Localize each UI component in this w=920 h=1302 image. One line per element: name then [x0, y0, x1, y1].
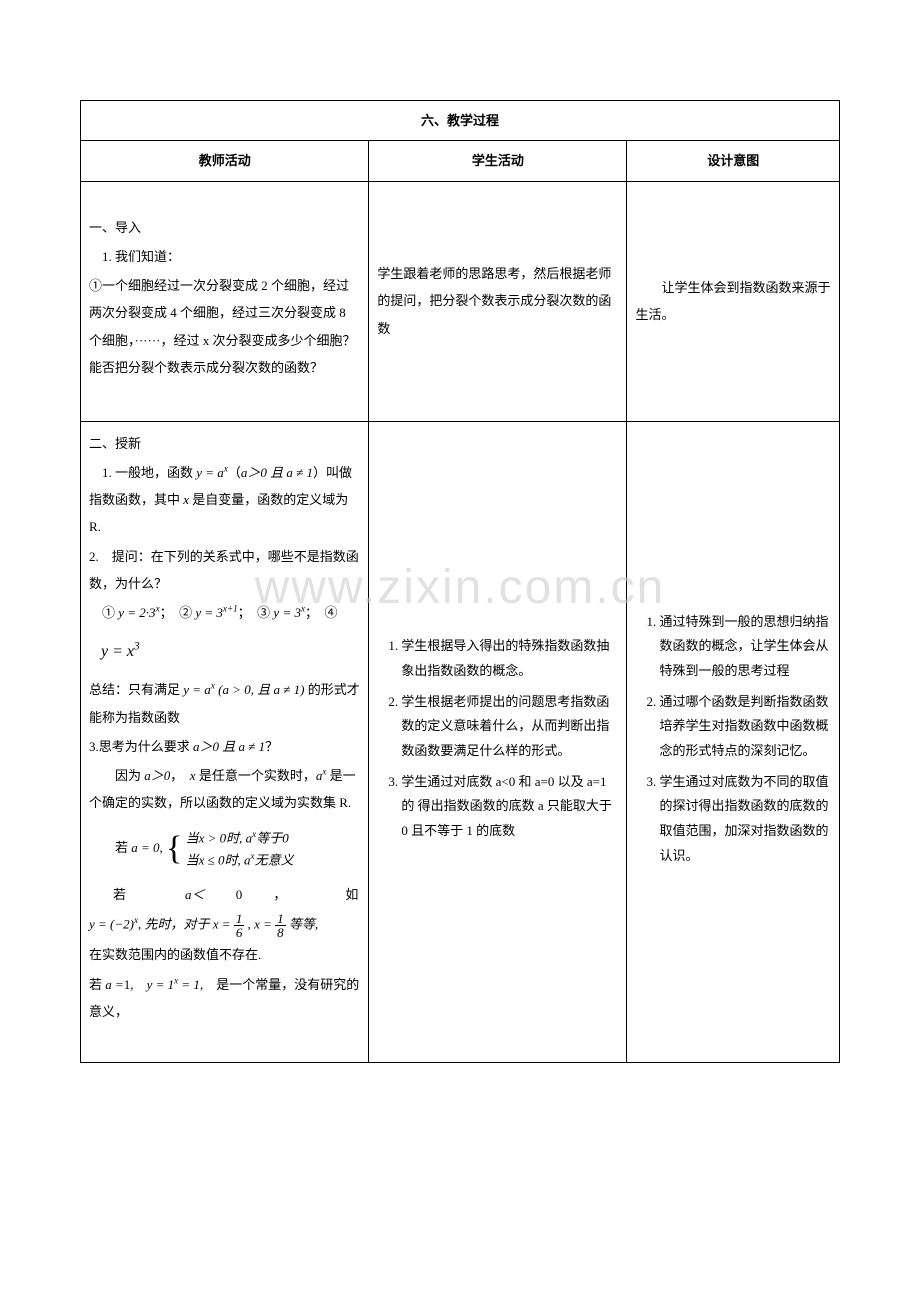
teach-p5-line2: y = (−2)x, 先时，对于 x = 16 , x = 18 等等, — [89, 910, 360, 939]
list-item: 学生通过对底数为不同的取值的探讨得出指数函数的底数的取值范围，加深对指数函数的认… — [659, 770, 831, 869]
list-item: 学生通过对底数 a<0 和 a=0 以及 a=1 的 得出指数函数的底数 a 只… — [401, 770, 618, 844]
section-title-row: 六、教学过程 — [81, 101, 840, 141]
header-teacher: 教师活动 — [81, 141, 369, 181]
teach-options: ① y = 2·3x； ② y = 3x+1； ③ y = 3x； ④ — [89, 599, 360, 626]
list-item: 通过哪个函数是判断指数函数培养学生对指数函数中函数概念的形式特点的深刻记忆。 — [659, 690, 831, 764]
teach-p4: 因为 a＞0， x 是任意一个实数时，ax 是一个确定的实数，所以函数的定义域为… — [89, 762, 360, 817]
intro-heading: 一、导入 — [89, 214, 360, 241]
header-row: 教师活动 学生活动 设计意图 — [81, 141, 840, 181]
teach-p6: 若 a =1, y = 1x = 1, 是一个常量，没有研究的意义， — [89, 971, 360, 1026]
list-item: 学生根据老师提出的问题思考指数函数的定义意味着什么，从而判断出指数函数要满足什么… — [401, 690, 618, 764]
intro-p1: 1. 我们知道： — [89, 243, 360, 270]
section-title: 六、教学过程 — [81, 101, 840, 141]
table-row: 一、导入 1. 我们知道： ①一个细胞经过一次分裂变成 2 个细胞，经过两次分裂… — [81, 181, 840, 421]
lesson-plan-table: 六、教学过程 教师活动 学生活动 设计意图 一、导入 1. 我们知道： ①一个细… — [80, 100, 840, 1063]
student-list-2: 学生根据导入得出的特殊指数函数抽象出指数函数的概念。 学生根据老师提出的问题思考… — [377, 634, 618, 844]
teacher-cell-1: 一、导入 1. 我们知道： ①一个细胞经过一次分裂变成 2 个细胞，经过两次分裂… — [81, 181, 369, 421]
header-student: 学生活动 — [369, 141, 627, 181]
teach-p5-line3: 在实数范围内的函数值不存在. — [89, 941, 360, 968]
teach-p2: 2. 提问：在下列的关系式中，哪些不是指数函数，为什么？ — [89, 543, 360, 598]
table-row: 二、授新 1. 一般地，函数 y = ax（a＞0 且 a ≠ 1）叫做指数函数… — [81, 421, 840, 1063]
teach-summary: 总结：只有满足 y = ax (a > 0, 且 a ≠ 1) 的形式才能称为指… — [89, 676, 360, 731]
intent-list-2: 通过特殊到一般的思想归纳指数函数的概念，让学生体会从特殊到一般的思考过程 通过哪… — [635, 610, 831, 869]
intent-cell-2: 通过特殊到一般的思想归纳指数函数的概念，让学生体会从特殊到一般的思考过程 通过哪… — [627, 421, 840, 1063]
teach-opt4: y = x3 — [101, 635, 360, 669]
teach-heading: 二、授新 — [89, 430, 360, 457]
teach-p3: 3.思考为什么要求 a＞0 且 a ≠ 1？ — [89, 733, 360, 760]
list-item: 学生根据导入得出的特殊指数函数抽象出指数函数的概念。 — [401, 634, 618, 683]
header-intent: 设计意图 — [627, 141, 840, 181]
teach-p1: 1. 一般地，函数 y = ax（a＞0 且 a ≠ 1）叫做指数函数，其中 x… — [89, 459, 360, 541]
teach-brace: 若 a = 0, { 当x > 0时, ax等于0 当x ≤ 0时, ax无意义 — [89, 823, 360, 875]
student-cell-2: 学生根据导入得出的特殊指数函数抽象出指数函数的概念。 学生根据老师提出的问题思考… — [369, 421, 627, 1063]
intent-cell-1: 让学生体会到指数函数来源于生活。 — [627, 181, 840, 421]
intro-p2: ①一个细胞经过一次分裂变成 2 个细胞，经过两次分裂变成 4 个细胞，经过三次分… — [89, 272, 360, 381]
teach-p5-justify: 若 a＜ 0 ， 如 — [89, 881, 360, 908]
intent-text-1: 让学生体会到指数函数来源于生活。 — [635, 274, 831, 329]
teacher-cell-2: 二、授新 1. 一般地，函数 y = ax（a＞0 且 a ≠ 1）叫做指数函数… — [81, 421, 369, 1063]
student-cell-1: 学生跟着老师的思路思考，然后根据老师的提问，把分裂个数表示成分裂次数的函数 — [369, 181, 627, 421]
list-item: 通过特殊到一般的思想归纳指数函数的概念，让学生体会从特殊到一般的思考过程 — [659, 610, 831, 684]
student-text-1: 学生跟着老师的思路思考，然后根据老师的提问，把分裂个数表示成分裂次数的函数 — [377, 260, 618, 342]
